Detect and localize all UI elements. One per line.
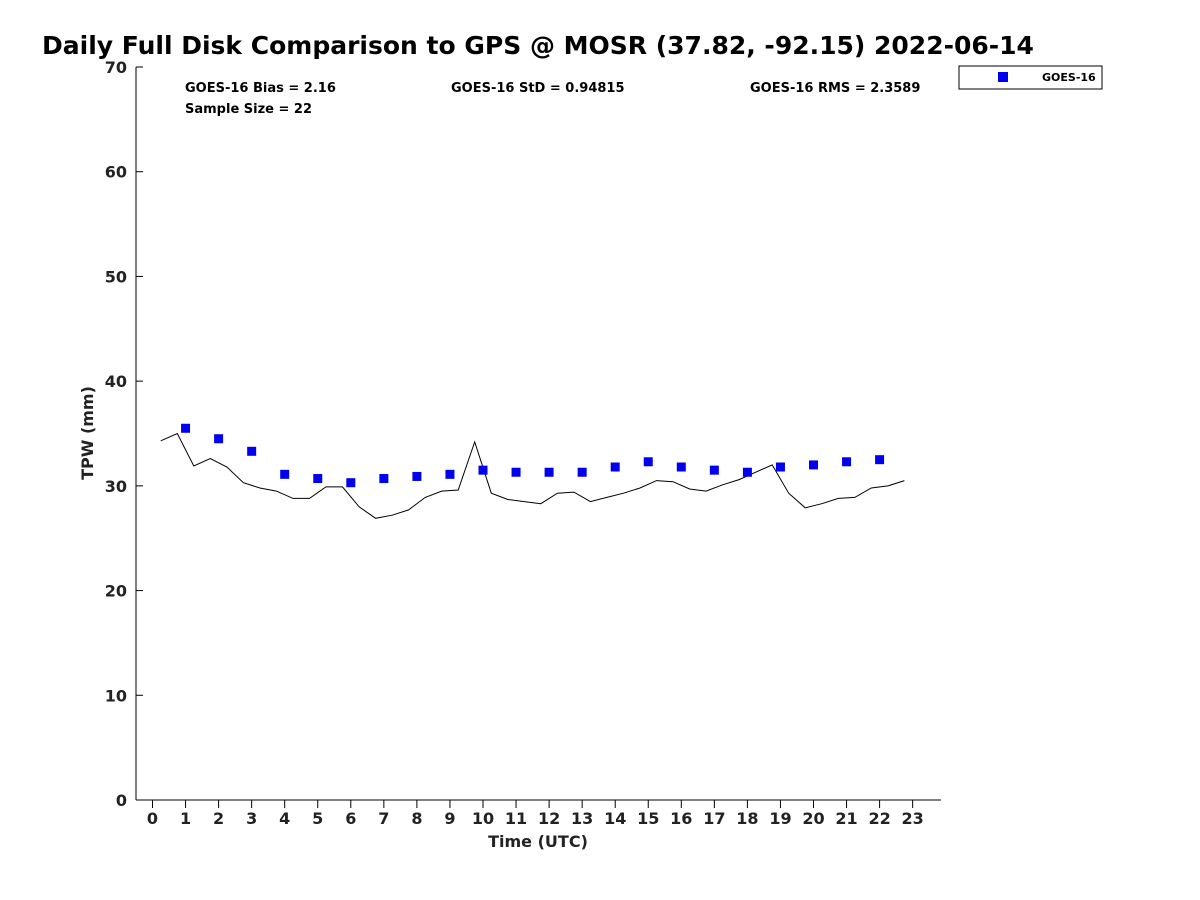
x-tick-label: 18 (736, 809, 758, 828)
goes-16-point (379, 474, 389, 484)
y-tick-label: 20 (105, 582, 127, 601)
y-axis-title: TPW (mm) (78, 386, 97, 480)
std-stat: GOES-16 StD = 0.94815 (451, 81, 625, 96)
y-tick-label: 40 (105, 372, 127, 391)
x-tick-label: 14 (604, 809, 626, 828)
goes-16-point (676, 462, 686, 472)
x-tick-label: 7 (378, 809, 389, 828)
x-tick-label: 12 (538, 809, 560, 828)
goes-16-point (709, 465, 719, 475)
x-tick-label: 19 (769, 809, 791, 828)
goes-16-point (809, 460, 818, 470)
goes-16-point (346, 478, 356, 488)
goes-16-point (412, 471, 422, 481)
goes-16-point (247, 446, 257, 456)
goes-16-point (742, 467, 752, 477)
x-tick-label: 2 (213, 809, 224, 828)
goes-16-point (577, 467, 587, 477)
goes-16-point (445, 469, 455, 479)
goes-16-point (842, 457, 852, 467)
bias-stat: GOES-16 Bias = 2.16 (185, 81, 336, 96)
y-tick-label: 60 (105, 163, 127, 182)
y-tick-label: 0 (116, 791, 127, 810)
gps-series-line (160, 432, 905, 519)
x-tick-label: 16 (670, 809, 692, 828)
chart-title: Daily Full Disk Comparison to GPS @ MOSR… (42, 31, 1034, 60)
x-tick-label: 9 (444, 809, 455, 828)
y-tick-label: 30 (105, 477, 127, 496)
goes-16-point (511, 467, 521, 477)
x-tick-label: 3 (246, 809, 257, 828)
goes-16-point (181, 423, 191, 433)
x-tick-label: 22 (868, 809, 890, 828)
x-tick-label: 6 (345, 809, 356, 828)
goes-16-point (775, 462, 785, 472)
x-tick-label: 0 (147, 809, 158, 828)
x-tick-label: 1 (180, 809, 191, 828)
x-tick-label: 21 (835, 809, 857, 828)
goes-16-series (181, 423, 885, 488)
legend-label-goes-16: GOES-16 (1042, 71, 1096, 84)
x-tick-label: 4 (279, 809, 290, 828)
legend-box (958, 65, 1103, 90)
legend: GOES-16 (958, 65, 1103, 90)
x-ticks: 0 1 2 3 4 5 6 7 8 9 10 11 12 13 14 15 16 17 18 19 20 21 22 23 (147, 800, 924, 828)
y-tick-label: 70 (105, 58, 127, 77)
x-tick-label: 10 (472, 809, 494, 828)
goes-16-point (478, 465, 488, 475)
goes-16-point (875, 455, 885, 465)
axes (135, 67, 941, 801)
y-tick-label: 10 (105, 686, 127, 705)
x-axis-title: Time (UTC) (488, 832, 588, 851)
x-tick-label: 17 (703, 809, 725, 828)
x-tick-label: 5 (312, 809, 323, 828)
goes-16-point (544, 467, 554, 477)
x-tick-label: 8 (411, 809, 422, 828)
goes-16-point (643, 457, 653, 467)
y-tick-label: 50 (105, 267, 127, 286)
x-tick-label: 15 (637, 809, 659, 828)
goes-16-point (610, 462, 620, 472)
x-tick-label: 20 (802, 809, 824, 828)
sample-size-stat: Sample Size = 22 (185, 102, 312, 117)
legend-marker-goes-16 (998, 72, 1008, 82)
goes-16-point (214, 434, 224, 444)
x-tick-label: 13 (571, 809, 593, 828)
x-tick-label: 23 (902, 809, 924, 828)
goes-16-point (313, 474, 323, 484)
x-tick-label: 11 (505, 809, 527, 828)
goes-16-point (280, 469, 290, 479)
rms-stat: GOES-16 RMS = 2.3589 (750, 81, 920, 96)
y-ticks: 0 10 20 30 40 50 60 70 (105, 58, 143, 810)
